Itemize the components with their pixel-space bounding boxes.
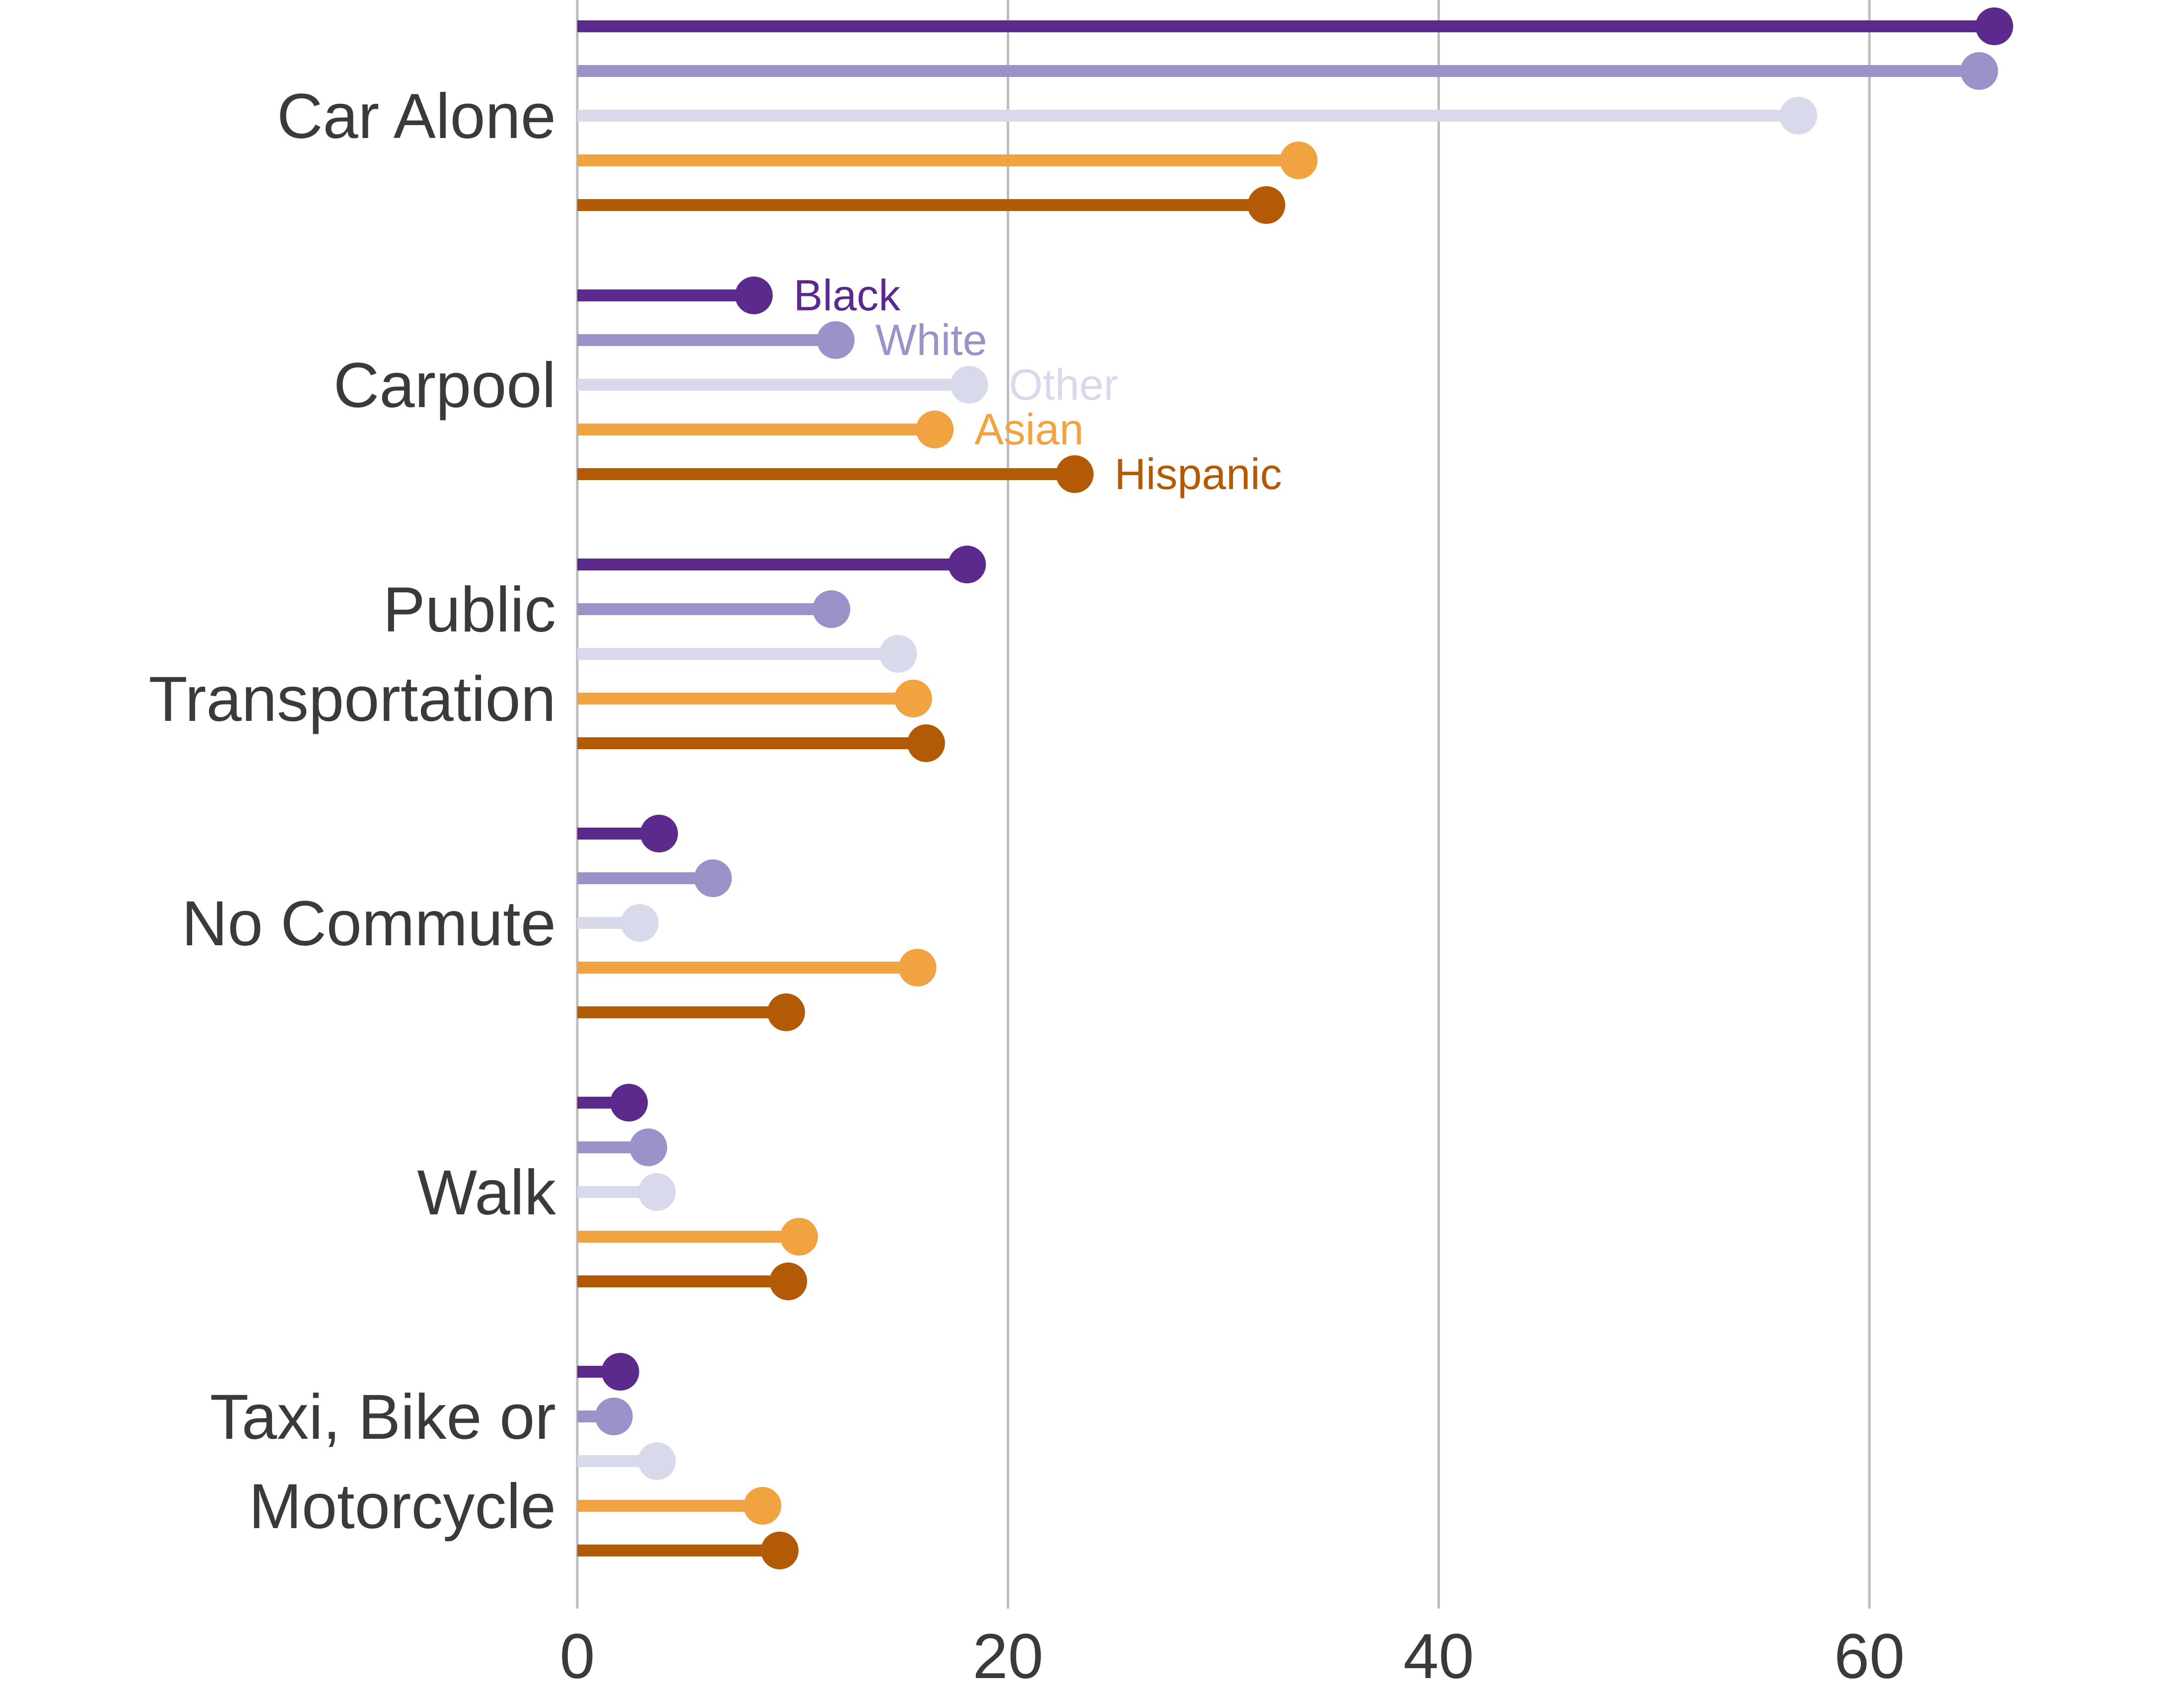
dot-white-carpool <box>817 321 855 359</box>
dot-black-carpool <box>735 277 773 314</box>
grid-layer <box>576 0 1871 1609</box>
dot-other-taxi-bike-or-motorcycle <box>638 1442 676 1480</box>
series-label-other: Other <box>1009 360 1118 409</box>
dot-other-walk <box>638 1173 676 1211</box>
dot-hispanic-car-alone <box>1247 186 1286 224</box>
category-label-taxi-bike-or-motorcycle-line-2: Motorcycle <box>249 1471 556 1542</box>
axis-layer: 0 20 40 60 <box>559 0 1905 1688</box>
dot-other-public-transportation <box>879 635 917 673</box>
series-label-black: Black <box>794 271 901 320</box>
dot-hispanic-walk <box>769 1263 808 1300</box>
series-label-white: White <box>876 315 987 364</box>
dot-hispanic-taxi-bike-or-motorcycle <box>760 1532 799 1569</box>
label-layer: Car Alone Carpool Public Transportation No C… <box>148 81 1282 1542</box>
dot-other-car-alone <box>1779 97 1817 135</box>
category-label-walk: Walk <box>417 1157 556 1228</box>
dot-black-taxi-bike-or-motorcycle <box>601 1353 639 1391</box>
dot-black-car-alone <box>1975 7 2013 45</box>
dot-white-taxi-bike-or-motorcycle <box>595 1398 633 1435</box>
dot-black-no-commute <box>640 815 678 852</box>
series-label-hispanic: Hispanic <box>1114 449 1282 498</box>
dot-black-walk <box>610 1084 648 1122</box>
dot-hispanic-carpool <box>1056 455 1094 493</box>
dot-asian-no-commute <box>898 949 937 986</box>
dot-other-carpool <box>950 366 988 404</box>
dot-asian-taxi-bike-or-motorcycle <box>744 1487 782 1525</box>
dot-white-public-transportation <box>812 590 850 628</box>
dot-hispanic-public-transportation <box>907 724 945 762</box>
x-tick-label-20: 20 <box>973 1621 1043 1688</box>
dot-asian-walk <box>780 1218 818 1256</box>
x-tick-label-60: 60 <box>1834 1621 1905 1688</box>
category-label-no-commute: No Commute <box>182 888 556 959</box>
dot-white-no-commute <box>694 859 732 897</box>
series-layer <box>577 7 2013 1569</box>
series-label-asian: Asian <box>974 405 1084 454</box>
category-label-public-transportation-line-2: Transportation <box>148 664 556 735</box>
category-label-car-alone: Car Alone <box>277 81 556 152</box>
x-tick-label-0: 0 <box>559 1621 595 1688</box>
category-label-public-transportation-line-1: Public <box>383 574 556 645</box>
category-label-carpool: Carpool <box>334 350 556 421</box>
category-label-taxi-bike-or-motorcycle-line-1: Taxi, Bike or <box>210 1382 556 1453</box>
dot-asian-carpool <box>916 411 954 448</box>
x-tick-label-40: 40 <box>1403 1621 1474 1688</box>
dot-asian-public-transportation <box>894 680 932 717</box>
dot-white-walk <box>629 1128 668 1166</box>
dot-white-car-alone <box>1960 52 1998 90</box>
dot-hispanic-no-commute <box>767 993 805 1031</box>
dot-black-public-transportation <box>948 546 986 583</box>
dot-other-no-commute <box>620 904 659 942</box>
dot-asian-car-alone <box>1280 141 1318 179</box>
